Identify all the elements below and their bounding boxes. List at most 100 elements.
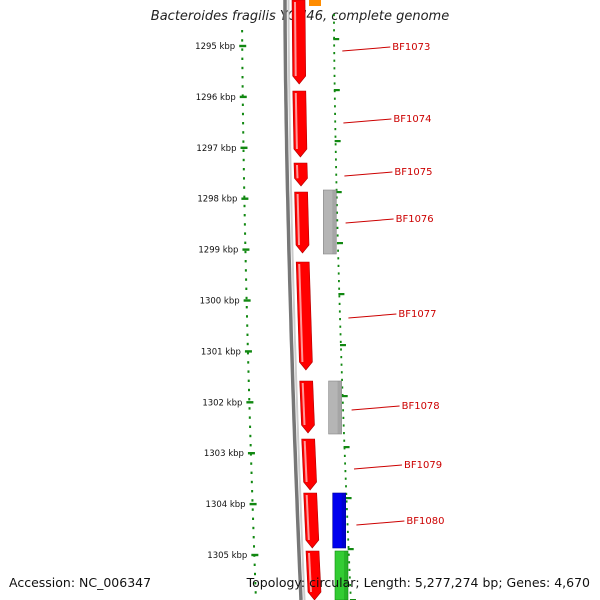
ruler-dot	[344, 477, 347, 480]
ruler-dot	[244, 250, 247, 254]
ruler-dot	[245, 315, 248, 318]
ruler-dot	[242, 168, 245, 171]
gene-arrow-forward[interactable]	[291, 0, 307, 85]
gray-feature[interactable]	[328, 380, 342, 435]
gene-arrow-highlight	[303, 440, 308, 483]
ruler-dot	[337, 264, 340, 267]
ruler-dot	[336, 204, 338, 207]
gene-leader-line	[343, 118, 392, 124]
blue-feature[interactable]	[332, 492, 347, 549]
ruler-dot	[253, 545, 256, 548]
ruler-dot	[341, 386, 344, 389]
ruler-dot	[251, 499, 254, 502]
ruler-tick-label: 1305 kbp	[207, 551, 247, 561]
ruler-dot	[245, 287, 248, 290]
ruler-dot	[243, 223, 246, 226]
ruler-dot	[253, 572, 256, 576]
gene-arrow-forward[interactable]	[292, 90, 308, 158]
ruler-dot	[242, 131, 245, 134]
gene-arrow-highlight	[305, 494, 310, 541]
ruler-dot	[348, 568, 351, 571]
ruler-dot	[244, 241, 247, 244]
ruler-major-tick	[239, 95, 247, 99]
ruler-dot	[243, 195, 246, 198]
ruler-dot	[333, 67, 336, 70]
gene-label[interactable]: BF1076	[396, 214, 434, 225]
ruler-dot	[346, 515, 349, 518]
ruler-dot	[336, 219, 339, 222]
ruler-major-tick	[333, 89, 340, 92]
ruler-major-tick	[251, 553, 259, 557]
ruler-dot	[253, 563, 256, 566]
ruler-dot	[248, 416, 251, 419]
ruler-dot	[241, 103, 244, 106]
ruler-major-tick	[334, 140, 341, 143]
ruler-dot	[339, 340, 342, 343]
ruler-dot	[345, 492, 348, 495]
ruler-major-tick	[241, 197, 249, 200]
ruler-dot	[246, 352, 249, 355]
ruler-dot	[335, 173, 338, 176]
gene-label[interactable]: BF1078	[402, 401, 440, 412]
ruler-dot	[339, 325, 342, 328]
ruler-dot	[247, 361, 250, 364]
ruler-dot	[244, 269, 247, 272]
ruler-dot	[347, 553, 350, 556]
ruler-dot	[340, 363, 343, 366]
gene-label[interactable]: BF1077	[398, 309, 436, 320]
gray-feature[interactable]	[322, 189, 337, 255]
ruler-dot	[254, 591, 257, 594]
ruler-dot	[345, 500, 348, 503]
gene-arrow-forward[interactable]	[299, 380, 315, 434]
ruler-dot	[241, 85, 244, 88]
orange-feature[interactable]	[309, 0, 321, 6]
gene-arrow-forward[interactable]	[301, 438, 317, 491]
ruler-major-tick	[240, 146, 248, 149]
ruler-dot	[335, 181, 338, 184]
ruler-dot	[333, 21, 335, 24]
gene-arrow-forward[interactable]	[303, 492, 320, 549]
ruler-dot	[343, 454, 346, 457]
ruler-labels: 1295 kbp 1296 kbp 1297 kbp 1298 kbp 1299 kbp…	[195, 42, 259, 561]
ruler-major-tick	[249, 502, 257, 506]
gene-leader-line	[342, 46, 391, 52]
gene-arrow-forward[interactable]	[293, 162, 308, 187]
ruler-dot	[246, 333, 249, 336]
gene-arrow-highlight	[296, 193, 300, 246]
gene-label[interactable]: BF1080	[406, 516, 444, 527]
feature-shade	[332, 190, 337, 254]
ruler-dot	[338, 302, 341, 305]
ruler-dot	[347, 546, 350, 549]
ruler-dot	[343, 447, 346, 450]
gene-label[interactable]: BF1073	[392, 42, 430, 53]
ruler-dot	[250, 471, 253, 474]
ruler-major-tick	[244, 350, 252, 353]
ruler-tick-label: 1303 kbp	[204, 449, 244, 459]
ruler-dot	[335, 158, 337, 161]
gene-label[interactable]: BF1075	[394, 167, 432, 178]
gene-arrow-forward[interactable]	[294, 191, 310, 254]
ruler-dot	[249, 425, 252, 428]
gene-arrow-forward[interactable]	[295, 261, 313, 371]
ruler-dot	[338, 310, 341, 313]
ruler-dot	[241, 76, 244, 79]
gene-label[interactable]: BF1079	[404, 460, 442, 471]
ruler-dot	[247, 379, 250, 382]
ruler-dot	[252, 536, 255, 539]
ruler-dot	[335, 166, 337, 169]
ruler-major-tick	[247, 452, 255, 455]
ruler-tick-label: 1296 kbp	[196, 93, 236, 103]
ruler-dot	[341, 378, 343, 381]
gene-labels: BF1073 BF1074 BF1075 BF1076 BF1077 BF1078 BF10…	[342, 42, 444, 527]
ruler-dot	[245, 278, 248, 281]
ruler-dot	[334, 105, 336, 108]
ruler-major-tick	[242, 248, 250, 251]
ruler-dot	[341, 401, 344, 404]
ruler-major-tick	[339, 344, 346, 347]
ruler-dot	[333, 97, 336, 100]
green-feature[interactable]	[334, 550, 349, 600]
gene-label[interactable]: BF1074	[393, 114, 431, 125]
ruler-dot	[251, 490, 254, 493]
ruler-tick-label: 1297 kbp	[196, 144, 236, 154]
